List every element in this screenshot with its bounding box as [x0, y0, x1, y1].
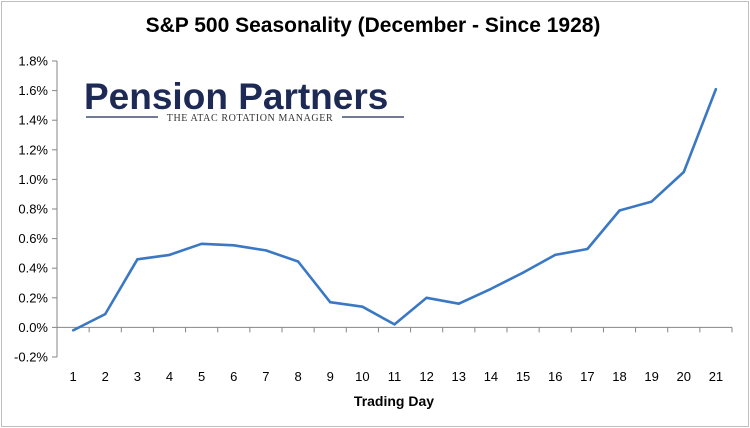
data-point — [586, 247, 589, 251]
x-tick-label: 8 — [294, 369, 301, 384]
x-tick-label: 2 — [102, 369, 109, 384]
data-point — [425, 296, 428, 299]
data-point — [232, 244, 235, 247]
y-tick-label: 1.8% — [18, 54, 48, 69]
data-point — [489, 287, 493, 291]
data-point — [554, 253, 557, 257]
x-tick-label: 20 — [677, 369, 691, 384]
y-tick-label: 1.0% — [18, 172, 48, 187]
y-tick-label: 1.6% — [18, 83, 48, 98]
x-tick-label: 21 — [709, 369, 723, 384]
x-tick-label: 10 — [355, 369, 369, 384]
x-tick-label: 12 — [419, 369, 433, 384]
y-tick-label: 1.4% — [18, 113, 48, 128]
y-tick-labels: -0.2% 0.0% 0.2% 0.4% 0.6% 0.8% 1.0% 1.2% 1.4% 1.6… — [14, 54, 48, 365]
x-tick-label: 4 — [166, 369, 173, 384]
data-point — [521, 271, 525, 274]
y-tick-label: 0.4% — [18, 261, 48, 276]
data-point — [296, 260, 300, 263]
x-tick-label: 3 — [134, 369, 141, 384]
logo-wordmark: Pension Partners — [84, 76, 388, 117]
data-point — [618, 209, 621, 212]
x-tick-label: 1 — [69, 369, 76, 384]
x-tick-label: 14 — [484, 369, 498, 384]
data-point — [104, 312, 107, 316]
data-point — [71, 329, 75, 332]
data-point — [650, 200, 653, 203]
x-tick-label: 15 — [516, 369, 530, 384]
y-tick-label: -0.2% — [14, 350, 48, 365]
x-tick-label: 11 — [388, 369, 402, 384]
x-tick-label: 13 — [452, 369, 466, 384]
data-point — [200, 242, 203, 245]
y-tick-label: 0.8% — [18, 202, 48, 217]
data-point — [264, 249, 268, 252]
y-tick-label: 0.0% — [18, 320, 48, 335]
x-tick-label: 18 — [612, 369, 626, 384]
x-tick-label: 17 — [580, 369, 594, 384]
x-tick-labels: 1 2 3 4 5 6 7 8 9 10 11 12 13 14 15 16 17 18 19 20 21 — [69, 369, 723, 384]
y-tick-label: 1.2% — [18, 142, 48, 157]
data-point — [682, 170, 685, 174]
x-tick-label: 19 — [644, 369, 658, 384]
data-point — [136, 258, 139, 261]
data-point — [714, 87, 718, 91]
data-point — [168, 253, 171, 257]
data-point — [329, 301, 332, 304]
x-tick-label: 7 — [262, 369, 269, 384]
logo-tagline: THE ATAC ROTATION MANAGER — [167, 113, 333, 124]
y-tick-label: 0.2% — [18, 290, 48, 305]
chart-title: S&P 500 Seasonality (December - Since 19… — [145, 14, 601, 37]
logo-tagline-bg — [158, 111, 342, 123]
x-tick-label: 5 — [198, 369, 205, 384]
data-point — [361, 305, 364, 308]
x-tick-label: 6 — [230, 369, 237, 384]
axes — [52, 60, 733, 358]
x-tick-label: 9 — [327, 369, 334, 384]
series-layer — [71, 87, 718, 332]
x-axis-label: Trading Day — [354, 393, 434, 409]
y-tick-label: 0.6% — [18, 231, 48, 246]
data-point — [457, 302, 460, 305]
data-point — [393, 323, 396, 326]
x-tick-label: 16 — [548, 369, 562, 384]
